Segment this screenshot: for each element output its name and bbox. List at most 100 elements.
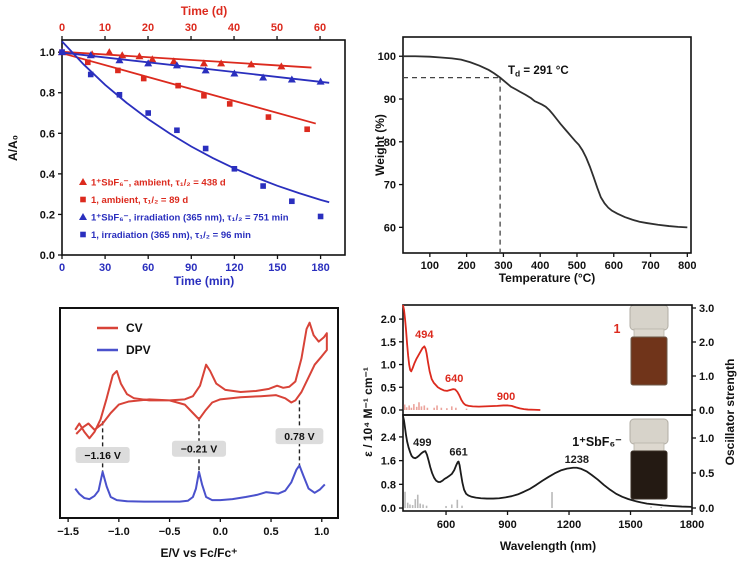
data-point-marker xyxy=(201,66,210,74)
tga-frame xyxy=(402,36,692,254)
fit-line xyxy=(61,50,312,69)
data-point-marker xyxy=(80,231,86,238)
spectrum-curve xyxy=(402,304,541,411)
tick-label: −1.5 xyxy=(57,526,79,538)
legend-item: 1⁺SbF₆⁻, ambient, τ₁/₂ = 438 d xyxy=(79,178,226,189)
tick-label: 0.5 xyxy=(263,526,278,538)
tick-label: 2.4 xyxy=(381,432,397,444)
dpv-legend-label: DPV xyxy=(126,343,151,357)
data-point-marker xyxy=(169,57,178,65)
cv-legend-label: CV xyxy=(126,321,143,335)
tick-label: 0 xyxy=(59,262,65,274)
peak-label-box xyxy=(75,447,130,463)
data-point-marker xyxy=(289,198,295,205)
tick-label: 2.0 xyxy=(699,337,714,349)
tick-label: 1.0 xyxy=(381,360,396,372)
tick-label: 70 xyxy=(384,180,396,192)
data-point-marker xyxy=(226,101,233,107)
kinetics-top-axis-title: Time (d) xyxy=(181,4,227,18)
kinetics-plot-area: 0 30 60 90 120 150 180 0 10 20 30 40 50 60 0.0 0.2 0.4 0.… xyxy=(40,22,346,274)
tick-label: 30 xyxy=(99,262,111,274)
tick-label: 60 xyxy=(314,22,326,34)
legend-label: 1⁺SbF₆⁻, irradiation (365 nm), τ₁/₂ = 75… xyxy=(91,213,289,224)
tick-label: 180 xyxy=(311,262,329,274)
data-point-marker xyxy=(230,69,239,77)
data-point-marker xyxy=(172,61,181,69)
data-point-marker xyxy=(287,75,296,83)
tick-label: 1.0 xyxy=(40,47,55,59)
data-point-marker xyxy=(87,71,94,78)
legend-item: 1⁺SbF₆⁻, irradiation (365 nm), τ₁/₂ = 75… xyxy=(79,213,289,224)
tick-label: 0.2 xyxy=(40,209,55,221)
abs-x-axis-title: Wavelength (nm) xyxy=(500,539,596,553)
tick-label: 90 xyxy=(185,262,197,274)
vial-cap xyxy=(629,304,669,331)
dpv-curve xyxy=(74,464,326,503)
tick-label: 200 xyxy=(457,260,475,272)
tick-label: 0.0 xyxy=(213,526,228,538)
tga-plot-area: 100 200 300 400 500 600 700 800 60 70 80 90 100 xyxy=(378,36,697,272)
cv-curve xyxy=(74,321,328,440)
tick-label: 1.0 xyxy=(699,433,714,445)
tick-label: −1.0 xyxy=(108,526,130,538)
fit-line xyxy=(61,52,316,125)
data-point-marker xyxy=(79,178,87,185)
vial-liquid xyxy=(630,450,668,500)
tick-label: 50 xyxy=(271,22,283,34)
tick-label: 1.5 xyxy=(381,337,396,349)
kinetics-frame xyxy=(61,39,346,256)
tick-label: 120 xyxy=(225,262,243,274)
data-point-marker xyxy=(59,49,65,55)
tick-label: 800 xyxy=(678,260,696,272)
data-point-marker xyxy=(217,59,226,67)
tick-label: 100 xyxy=(421,260,439,272)
tick-label: 1200 xyxy=(557,519,581,531)
fit-line xyxy=(61,51,330,84)
peak-wavelength-label: 900 xyxy=(497,391,515,403)
sample-label-1sbf6: 1⁺SbF₆⁻ xyxy=(572,435,622,449)
data-point-marker xyxy=(259,73,268,81)
data-point-marker xyxy=(80,196,86,203)
cv-plot-area: −1.5 −1.0 −0.5 0.0 0.5 1.0 −1.16 V −0.21 V 0.78 … xyxy=(57,307,339,538)
cv-x-axis-title: E/V vs Fc/Fc⁺ xyxy=(160,546,237,560)
data-point-marker xyxy=(175,82,181,89)
spectrum-curve xyxy=(402,415,693,508)
tick-label: 40 xyxy=(228,22,240,34)
tick-label: 0.8 xyxy=(40,88,55,100)
tick-label: 150 xyxy=(268,262,286,274)
tick-label: 0.6 xyxy=(40,128,55,140)
data-point-marker xyxy=(115,67,121,74)
tick-label: 0.4 xyxy=(40,169,56,181)
data-point-marker xyxy=(231,165,238,172)
sample-label-1: 1 xyxy=(614,322,621,336)
fit-line xyxy=(61,40,330,204)
data-point-marker xyxy=(140,75,147,82)
tick-label: 60 xyxy=(142,262,154,274)
legend-item: 1, ambient, τ₁/₂ = 89 d xyxy=(80,195,188,206)
vial-photo-1sbf6 xyxy=(629,418,669,500)
tick-label: 1800 xyxy=(680,519,704,531)
data-point-marker xyxy=(144,59,153,67)
tick-label: 100 xyxy=(378,51,396,63)
data-point-marker xyxy=(116,91,123,98)
tick-label: −0.5 xyxy=(159,526,181,538)
tga-curve xyxy=(403,55,688,229)
abs-plot-area: 0.0 0.5 1.0 1.5 2.0 0.0 1.0 2.0 3.0 494 640 900 0.0 0… xyxy=(381,303,715,531)
legend-label: 1, irradiation (365 nm), τ₁/₂ = 96 min xyxy=(91,230,251,241)
tick-label: 0.5 xyxy=(699,468,714,480)
data-point-marker xyxy=(277,62,286,70)
tga-x-axis-title: Temperature (°C) xyxy=(499,271,596,285)
peak-label-box xyxy=(171,440,227,457)
data-point-marker xyxy=(316,77,325,85)
data-point-marker xyxy=(202,145,209,152)
tick-label: 1500 xyxy=(618,519,642,531)
tick-label: 0.5 xyxy=(381,382,396,394)
tick-label: 3.0 xyxy=(699,303,714,315)
abs-right-y-axis-title: Oscillator strength xyxy=(723,359,737,466)
data-point-marker xyxy=(86,51,95,59)
data-point-marker xyxy=(174,127,180,134)
tick-label: 700 xyxy=(641,260,659,272)
kinetics-y-axis-title: A/A₀ xyxy=(6,135,20,161)
panel-kinetics: Time (d) Time (min) A/A₀ 0 30 60 90 120 150 18… xyxy=(6,4,346,288)
